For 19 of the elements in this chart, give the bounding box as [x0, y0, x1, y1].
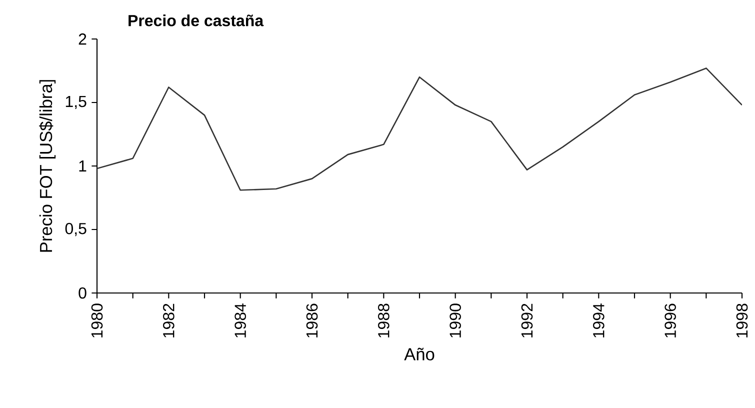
y-tick-label: 2	[78, 33, 86, 45]
y-tick-label: 1,5	[66, 96, 86, 110]
y-tick-label: 0,5	[65, 222, 86, 236]
x-tick-label: 1994	[593, 304, 604, 338]
x-tick-label: 1988	[378, 304, 390, 338]
x-tick-label: 1990	[450, 304, 461, 338]
line-series	[97, 68, 742, 191]
x-tick-label: 1998	[736, 304, 748, 338]
x-axis-title: Año	[404, 348, 434, 360]
chart-title: Precio de castaña	[128, 14, 264, 26]
y-axis-title: Precio FOT [US$/libra]	[39, 80, 56, 252]
x-tick-label: 1992	[521, 304, 533, 338]
x-tick-label: 1982	[163, 304, 174, 338]
y-tick-label: 0	[78, 287, 86, 299]
x-tick-label: 1986	[306, 304, 318, 338]
x-tick-label: 1996	[664, 304, 676, 338]
x-tick-label: 1984	[234, 304, 246, 338]
y-tick-label: 1	[79, 160, 86, 172]
x-tick-label: 1980	[91, 304, 103, 338]
